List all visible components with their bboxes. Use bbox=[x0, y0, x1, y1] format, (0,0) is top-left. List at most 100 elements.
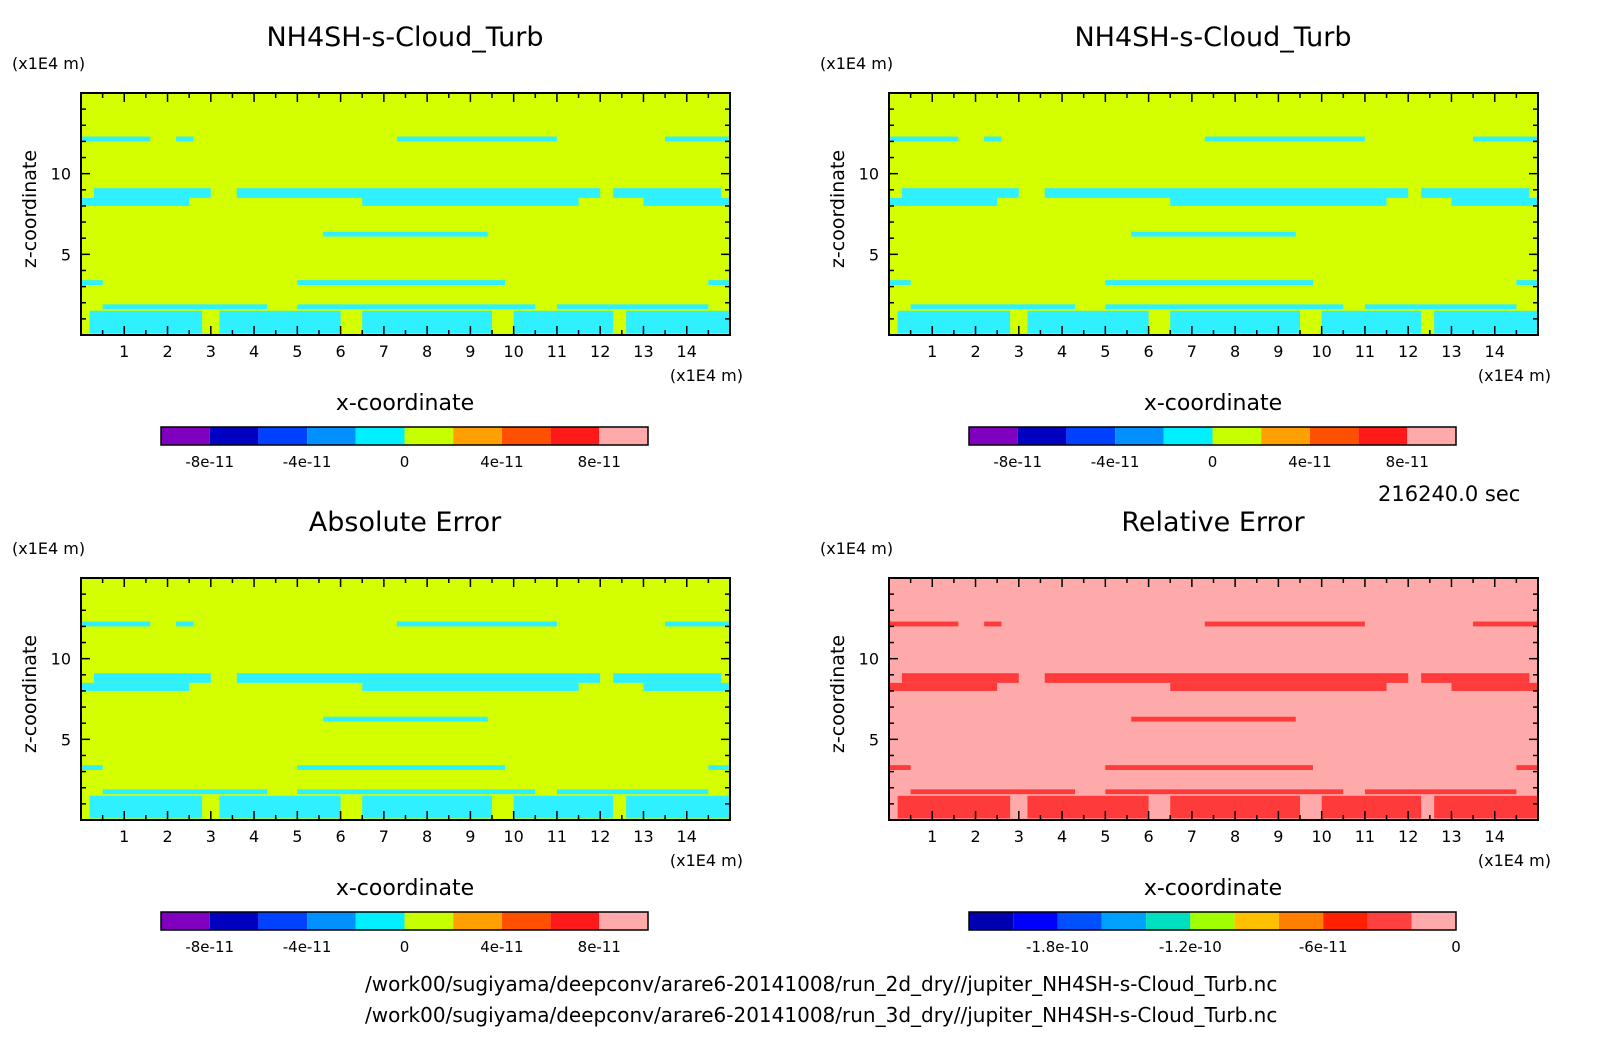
x-tick-label: 8 bbox=[1230, 342, 1240, 361]
x-unit-label: (x1E4 m) bbox=[1478, 366, 1551, 385]
contour-region bbox=[889, 136, 959, 142]
colorbar-segment bbox=[501, 427, 551, 445]
x-tick-label: 8 bbox=[422, 827, 432, 846]
x-tick-label: 5 bbox=[292, 342, 302, 361]
x-tick-label: 13 bbox=[633, 342, 653, 361]
plot-area bbox=[81, 93, 730, 335]
file-path-line-2: /work00/sugiyama/deepconv/arare6-2014100… bbox=[365, 1003, 1278, 1027]
contour-region bbox=[1321, 310, 1422, 334]
x-tick-label: 14 bbox=[677, 342, 697, 361]
colorbar-segment bbox=[209, 912, 259, 930]
y-axis-label: z-coordinate bbox=[19, 635, 41, 753]
colorbar-segment bbox=[1017, 427, 1067, 445]
contour-region bbox=[236, 673, 601, 683]
contour-region bbox=[665, 621, 730, 627]
contour-region bbox=[1105, 789, 1344, 795]
contour-region bbox=[613, 188, 722, 198]
x-unit-label: (x1E4 m) bbox=[670, 366, 743, 385]
x-tick-label: 8 bbox=[422, 342, 432, 361]
contour-region bbox=[362, 682, 579, 691]
y-axis-label: z-coordinate bbox=[827, 635, 849, 753]
x-tick-label: 14 bbox=[1485, 827, 1505, 846]
colorbar-segment bbox=[1323, 912, 1368, 930]
x-tick-label: 10 bbox=[1311, 827, 1331, 846]
x-tick-label: 9 bbox=[465, 342, 475, 361]
contour-region bbox=[1204, 621, 1365, 627]
x-tick-label: 11 bbox=[547, 827, 567, 846]
plot-area bbox=[81, 578, 730, 820]
x-tick-label: 7 bbox=[379, 827, 389, 846]
y-tick-label: 10 bbox=[859, 165, 879, 184]
contour-region bbox=[1451, 682, 1538, 691]
contour-region bbox=[1434, 310, 1538, 334]
colorbar-segment bbox=[404, 427, 454, 445]
contour-regions bbox=[889, 621, 1538, 819]
contour-region bbox=[1170, 795, 1301, 819]
contour-region bbox=[1204, 136, 1365, 142]
colorbar-tick-label: -4e-11 bbox=[1091, 453, 1140, 471]
x-tick-label: 3 bbox=[206, 342, 216, 361]
x-tick-label: 5 bbox=[1100, 342, 1110, 361]
x-tick-label: 10 bbox=[1311, 342, 1331, 361]
contour-region bbox=[362, 310, 493, 334]
panel-3: Absolute Error(x1E4 m)1 2 3 4 5 6 7 8 9 10 11 12 13 1… bbox=[12, 507, 743, 956]
colorbar-segment bbox=[501, 912, 551, 930]
x-axis-label: x-coordinate bbox=[1144, 391, 1282, 416]
colorbar-tick-label: 0 bbox=[1451, 938, 1461, 956]
contour-region bbox=[1421, 188, 1530, 198]
colorbar-segment bbox=[453, 912, 502, 930]
colorbar-tick-label: 0 bbox=[400, 453, 410, 471]
contour-region bbox=[513, 795, 614, 819]
contour-region bbox=[297, 765, 506, 770]
colorbar-tick-label: 8e-11 bbox=[578, 938, 621, 956]
colorbar-tick-label: -4e-11 bbox=[283, 938, 332, 956]
y-unit-label: (x1E4 m) bbox=[820, 54, 893, 73]
contour-region bbox=[910, 789, 1076, 795]
contour-region bbox=[1105, 765, 1314, 770]
colorbar-frame bbox=[160, 911, 649, 931]
contour-region bbox=[513, 310, 614, 334]
y-unit-label: (x1E4 m) bbox=[12, 54, 85, 73]
x-tick-label: 14 bbox=[677, 827, 697, 846]
contour-region bbox=[1473, 621, 1538, 627]
contour-region bbox=[93, 673, 211, 683]
x-tick-label: 1 bbox=[119, 827, 129, 846]
y-tick-label: 10 bbox=[51, 650, 71, 669]
y-tick-label: 5 bbox=[869, 245, 879, 264]
x-tick-label: 9 bbox=[1273, 827, 1283, 846]
x-tick-label: 7 bbox=[379, 342, 389, 361]
panel-4: Relative Error(x1E4 m)1 2 3 4 5 6 7 8 9 10 11 12 13 1… bbox=[820, 507, 1551, 956]
contour-region bbox=[102, 789, 268, 795]
contour-region bbox=[556, 789, 709, 795]
colorbar-segment bbox=[1066, 427, 1116, 445]
x-tick-label: 11 bbox=[547, 342, 567, 361]
contour-region bbox=[708, 280, 730, 285]
x-tick-label: 12 bbox=[1398, 342, 1418, 361]
contour-region bbox=[81, 765, 103, 770]
colorbar-segment bbox=[1309, 427, 1359, 445]
plot-area bbox=[889, 578, 1538, 820]
colorbar-tick-label: -8e-11 bbox=[185, 453, 234, 471]
contour-region bbox=[1170, 197, 1387, 206]
contour-region bbox=[1364, 304, 1517, 310]
contour-region bbox=[1027, 795, 1149, 819]
contour-region bbox=[1105, 304, 1344, 310]
colorbar-segment bbox=[550, 427, 600, 445]
colorbar-segment bbox=[969, 427, 1018, 445]
contour-region bbox=[297, 789, 536, 795]
colorbar-segment bbox=[1163, 427, 1213, 445]
contour-region bbox=[643, 682, 730, 691]
colorbar-segment bbox=[161, 912, 210, 930]
x-tick-label: 9 bbox=[1273, 342, 1283, 361]
contour-region bbox=[176, 136, 194, 142]
contour-region bbox=[626, 310, 730, 334]
x-tick-label: 8 bbox=[1230, 827, 1240, 846]
contour-regions bbox=[889, 136, 1538, 334]
colorbar-tick-label: 0 bbox=[1208, 453, 1218, 471]
x-tick-label: 2 bbox=[970, 827, 980, 846]
x-tick-label: 7 bbox=[1187, 342, 1197, 361]
x-tick-label: 2 bbox=[162, 827, 172, 846]
contour-region bbox=[1044, 673, 1409, 683]
colorbar-tick-label: 4e-11 bbox=[1288, 453, 1331, 471]
